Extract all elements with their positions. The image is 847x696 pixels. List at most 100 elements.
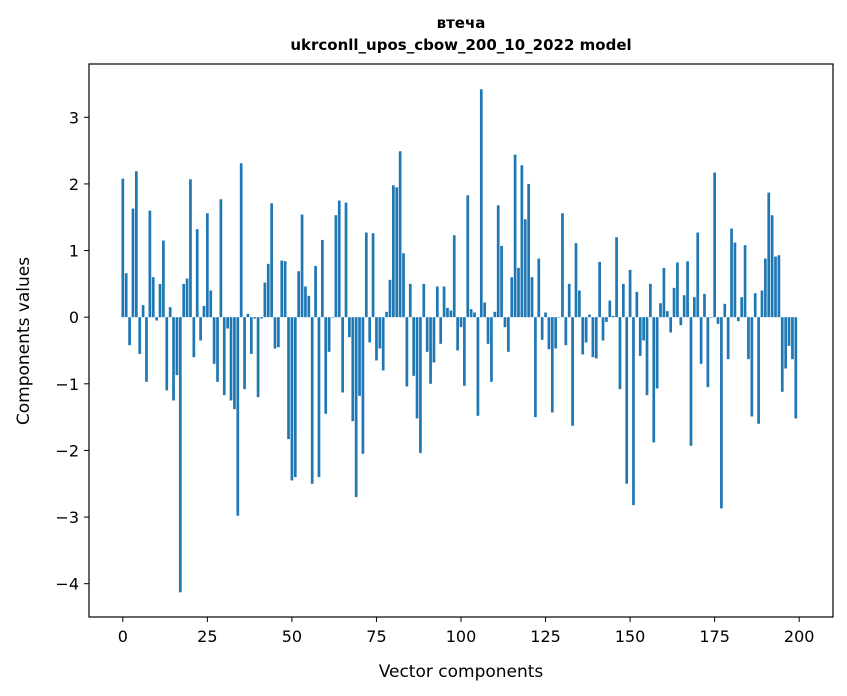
bar: [141, 305, 145, 318]
bar: [682, 295, 686, 318]
bar: [189, 179, 192, 318]
bar: [787, 317, 791, 346]
bar: [496, 205, 500, 318]
bar: [398, 151, 402, 318]
bar: [628, 269, 632, 318]
bar: [236, 317, 240, 516]
bar: [121, 178, 125, 318]
bar: [517, 267, 520, 318]
bar: [764, 258, 767, 318]
bar: [446, 307, 449, 318]
bar: [425, 317, 429, 352]
bar: [405, 317, 409, 387]
bar: [506, 317, 510, 352]
bar: [324, 317, 328, 414]
bar: [456, 317, 459, 351]
x-tick-label: 200: [784, 627, 815, 646]
bar: [537, 258, 541, 318]
bar: [151, 277, 155, 318]
bar: [145, 317, 148, 382]
bar: [216, 317, 219, 382]
bar: [172, 317, 175, 401]
bar: [659, 303, 662, 318]
bar: [557, 317, 561, 318]
bar: [134, 171, 138, 318]
bar: [300, 214, 304, 318]
bar: [760, 290, 764, 318]
bar: [523, 219, 527, 318]
bar: [233, 317, 236, 410]
y-tick-label: 1: [69, 242, 79, 261]
bar: [392, 185, 395, 318]
bar: [490, 317, 493, 382]
bar: [212, 317, 216, 364]
bar: [554, 317, 558, 349]
bar: [469, 309, 473, 318]
y-tick-label: −2: [55, 441, 79, 460]
bar: [182, 283, 186, 318]
bar: [479, 89, 483, 318]
bar: [459, 317, 463, 328]
bar: [544, 312, 547, 318]
bar: [341, 317, 344, 393]
bar: [736, 317, 740, 322]
bar: [513, 154, 517, 318]
bar: [567, 283, 571, 318]
bar: [770, 215, 774, 318]
bar: [753, 293, 757, 318]
bars-group: [121, 89, 798, 593]
bar: [747, 317, 750, 360]
bar: [672, 287, 676, 318]
bar: [689, 317, 693, 446]
bar: [574, 243, 578, 318]
bar: [550, 317, 554, 413]
chart-title: втеча: [437, 14, 486, 32]
bar: [611, 315, 615, 318]
bar: [591, 317, 595, 358]
bar: [581, 317, 585, 355]
bar: [679, 317, 683, 326]
y-tick-label: −1: [55, 375, 79, 394]
bar: [260, 317, 263, 319]
bar: [270, 203, 273, 318]
x-axis-ticks: 0 25 50 75 100 125 150 175 200: [118, 617, 815, 646]
bar: [723, 303, 727, 318]
y-tick-label: 3: [69, 108, 79, 127]
bar: [655, 317, 659, 389]
bar: [520, 165, 524, 318]
bar: [635, 291, 639, 318]
bar: [290, 317, 294, 481]
bar: [483, 302, 487, 318]
bar: [192, 317, 196, 358]
bar: [165, 317, 169, 391]
bar: [364, 232, 368, 318]
bar: [726, 317, 730, 360]
bar: [578, 290, 581, 318]
bar: [713, 172, 716, 318]
bar: [331, 317, 334, 318]
bar: [155, 317, 158, 321]
plot-frame: [88, 63, 834, 618]
bar: [645, 317, 649, 396]
x-tick-label: 150: [615, 627, 646, 646]
bar: [692, 297, 696, 318]
bar: [385, 311, 388, 318]
bar: [246, 313, 250, 318]
bar: [540, 317, 544, 340]
bar: [638, 317, 642, 356]
x-tick-label: 0: [118, 627, 128, 646]
bar: [297, 271, 301, 318]
bar: [476, 317, 480, 416]
bar: [249, 317, 253, 354]
bar: [642, 317, 645, 341]
bar: [148, 210, 152, 318]
bar: [381, 317, 385, 371]
bar: [209, 290, 213, 318]
bar: [378, 317, 382, 349]
bar: [327, 317, 331, 352]
bar: [239, 163, 243, 318]
bar: [503, 317, 507, 328]
y-tick-label: 0: [69, 308, 79, 327]
